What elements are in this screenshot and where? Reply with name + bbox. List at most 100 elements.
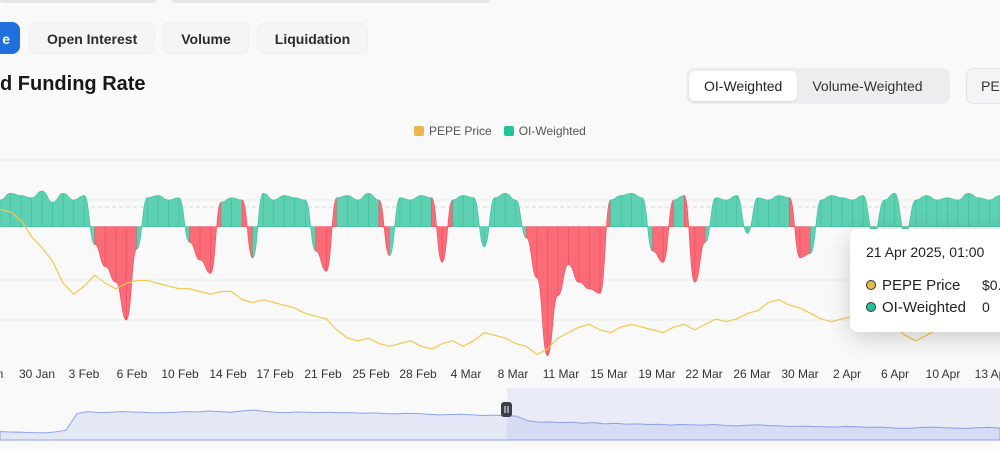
x-tick-label: 30 Mar xyxy=(781,367,818,381)
x-tick-label: 15 Mar xyxy=(590,367,627,381)
legend-label-price: PEPE Price xyxy=(429,124,492,138)
funding-rate-segment xyxy=(715,197,727,227)
chart-tooltip: 21 Apr 2025, 01:00 PEPE Price $0.0 OI-We… xyxy=(850,229,1000,332)
funding-rate-segment xyxy=(178,197,190,243)
funding-rate-segment xyxy=(799,226,811,259)
funding-rate-segment xyxy=(452,195,464,227)
x-tick-label: 10 Apr xyxy=(926,367,961,381)
tab-open-interest[interactable]: Open Interest xyxy=(29,22,156,54)
funding-rate-segment xyxy=(189,226,201,261)
funding-rate-segment xyxy=(957,193,969,227)
tooltip-dot-oi xyxy=(866,302,876,312)
funding-rate-segment xyxy=(820,195,832,227)
funding-rate-segment xyxy=(589,226,601,294)
funding-rate-segment xyxy=(294,197,306,227)
funding-rate-segment xyxy=(326,197,338,272)
coin-select[interactable]: PE xyxy=(966,68,1000,104)
legend-swatch-oi xyxy=(503,126,514,136)
tooltip-label-oi: OI-Weighted xyxy=(882,298,966,316)
legend-item-price[interactable]: PEPE Price xyxy=(414,124,492,138)
funding-rate-segment xyxy=(504,193,517,227)
funding-rate-segment xyxy=(283,195,296,227)
tooltip-label-price: PEPE Price xyxy=(882,276,961,294)
funding-rate-segment xyxy=(41,190,53,227)
x-tick-label: 21 Feb xyxy=(304,367,342,381)
tab-bar: e Open Interest Volume Liquidation xyxy=(0,21,376,55)
funding-rate-segment xyxy=(915,195,927,227)
funding-rate-segment xyxy=(336,195,348,227)
funding-rate-segment xyxy=(683,195,696,283)
volume-weighted-option[interactable]: Volume-Weighted xyxy=(812,78,923,94)
funding-rate-segment xyxy=(831,195,843,227)
funding-rate-segment xyxy=(147,195,159,227)
funding-rate-segment xyxy=(936,197,948,227)
funding-rate-segment xyxy=(883,193,896,227)
funding-rate-segment xyxy=(768,195,780,227)
funding-rate-segment xyxy=(473,197,485,247)
x-tick-label: 17 Feb xyxy=(256,367,294,381)
funding-rate-segment xyxy=(357,193,369,227)
legend-swatch-price xyxy=(414,126,424,136)
funding-rate-segment xyxy=(620,193,632,227)
funding-rate-segment xyxy=(410,195,422,227)
tab-liquidation[interactable]: Liquidation xyxy=(256,22,369,54)
x-tick-label: 25 Feb xyxy=(352,367,390,381)
tooltip-title: 21 Apr 2025, 01:00 xyxy=(866,244,985,260)
funding-rate-segment xyxy=(841,197,853,227)
funding-rate-segment xyxy=(389,197,401,256)
pause-handle-icon[interactable] xyxy=(501,402,512,417)
funding-rate-segment xyxy=(662,199,674,263)
funding-rate-segment xyxy=(157,195,169,227)
x-tick-label: 28 Feb xyxy=(399,367,437,381)
funding-rate-segment xyxy=(115,226,127,321)
page-title: d Funding Rate xyxy=(0,73,146,95)
funding-rate-segment xyxy=(926,195,938,227)
funding-rate-segment xyxy=(62,193,74,227)
funding-rate-segment xyxy=(610,195,622,227)
funding-rate-segment xyxy=(557,226,569,296)
funding-rate-segment xyxy=(641,197,653,252)
x-tick-label: 10 Feb xyxy=(161,367,199,381)
tooltip-row-oi: OI-Weighted 0 xyxy=(866,296,1000,318)
tab-volume[interactable]: Volume xyxy=(163,22,249,54)
funding-rate-segment xyxy=(968,193,980,227)
funding-rate-segment xyxy=(810,199,822,254)
tab-funding-rate[interactable]: e xyxy=(0,22,20,54)
funding-rate-segment xyxy=(526,226,538,279)
funding-rate-segment xyxy=(894,193,906,234)
legend-item-oi[interactable]: OI-Weighted xyxy=(503,124,586,138)
x-tick-label: n xyxy=(0,367,3,381)
funding-rate-segment xyxy=(231,197,243,227)
x-tick-label: 13 Ap xyxy=(975,367,1000,381)
x-tick-label: 6 Feb xyxy=(117,367,148,381)
funding-rate-segment xyxy=(578,226,590,290)
x-tick-label: 30 Jan xyxy=(19,367,55,381)
top-toolbar-edge xyxy=(172,0,490,3)
weighting-toggle: OI-Weighted Volume-Weighted xyxy=(686,68,950,104)
funding-rate-segment xyxy=(83,195,96,245)
oi-weighted-option[interactable]: OI-Weighted xyxy=(689,71,798,101)
x-tick-label: 4 Mar xyxy=(451,367,482,381)
funding-rate-segment xyxy=(315,226,327,272)
funding-rate-segment xyxy=(210,201,222,274)
funding-rate-segment xyxy=(31,190,43,227)
funding-rate-segment xyxy=(536,226,548,356)
tooltip-row-price: PEPE Price $0.0 xyxy=(866,274,1000,296)
funding-rate-segment xyxy=(378,199,390,256)
funding-rate-segment xyxy=(420,195,432,227)
funding-rate-segment xyxy=(126,226,138,321)
funding-rate-segment xyxy=(978,197,990,227)
funding-rate-segment xyxy=(73,195,85,227)
x-tick-label: 22 Mar xyxy=(685,367,722,381)
funding-rate-segment xyxy=(252,193,264,259)
funding-rate-segment xyxy=(673,195,685,227)
funding-rate-segment xyxy=(515,199,527,239)
chart-legend: PEPE Price OI-Weighted xyxy=(414,124,598,138)
funding-rate-segment xyxy=(852,195,864,227)
funding-rate-segment xyxy=(441,199,453,263)
funding-rate-segment xyxy=(94,226,106,267)
tooltip-value-oi: 0 xyxy=(982,299,990,315)
funding-rate-segment xyxy=(262,193,274,227)
funding-rate-segment xyxy=(136,197,148,250)
